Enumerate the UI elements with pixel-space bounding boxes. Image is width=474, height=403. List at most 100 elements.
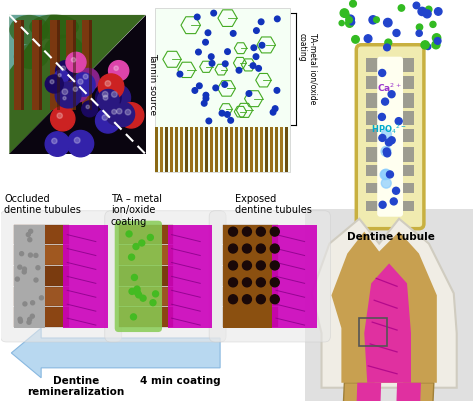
Circle shape (364, 35, 372, 42)
Circle shape (74, 137, 80, 143)
Circle shape (78, 79, 83, 84)
Bar (366, 75, 380, 89)
Text: Ca$^{2+}$: Ca$^{2+}$ (377, 81, 401, 93)
Text: HPO$_4$$^{2-}$: HPO$_4$$^{2-}$ (371, 122, 407, 136)
Circle shape (96, 108, 120, 133)
Bar (155, 8, 290, 172)
Bar (185, 127, 188, 172)
Circle shape (18, 317, 22, 321)
Circle shape (34, 253, 38, 258)
Circle shape (225, 49, 230, 54)
Circle shape (139, 240, 145, 246)
Text: TA – metal
ion/oxide
coating: TA – metal ion/oxide coating (111, 194, 162, 227)
Circle shape (130, 314, 137, 320)
Bar (175, 127, 178, 172)
Bar (118, 245, 173, 265)
Circle shape (385, 139, 392, 146)
Polygon shape (272, 225, 317, 328)
Circle shape (383, 44, 391, 51)
Circle shape (382, 98, 389, 105)
Polygon shape (356, 383, 381, 403)
Circle shape (105, 85, 130, 110)
Circle shape (256, 278, 265, 287)
Bar (223, 225, 272, 328)
Bar (210, 127, 213, 172)
Polygon shape (311, 219, 457, 388)
Circle shape (256, 227, 265, 236)
FancyBboxPatch shape (0, 211, 122, 342)
Polygon shape (63, 225, 108, 328)
Circle shape (388, 137, 395, 144)
Circle shape (51, 106, 75, 131)
Circle shape (22, 270, 26, 274)
Circle shape (380, 170, 390, 180)
Circle shape (31, 301, 35, 305)
Circle shape (50, 80, 54, 84)
Bar (225, 127, 228, 172)
Circle shape (386, 171, 393, 178)
Circle shape (383, 148, 390, 155)
Circle shape (59, 93, 73, 107)
Bar (161, 127, 164, 172)
Circle shape (379, 135, 386, 141)
Bar (245, 127, 248, 172)
Ellipse shape (29, 15, 79, 39)
Circle shape (344, 12, 349, 18)
Circle shape (349, 20, 355, 25)
Circle shape (117, 108, 122, 114)
Circle shape (413, 2, 419, 9)
Circle shape (258, 19, 264, 25)
Bar (366, 111, 380, 125)
Circle shape (133, 243, 139, 249)
Text: 4 min coating: 4 min coating (140, 376, 220, 386)
Circle shape (251, 45, 256, 50)
Circle shape (225, 112, 230, 117)
Circle shape (270, 261, 279, 270)
Circle shape (55, 70, 68, 84)
Circle shape (222, 82, 228, 87)
Bar (280, 127, 283, 172)
Bar (205, 127, 208, 172)
Ellipse shape (14, 44, 49, 69)
Circle shape (421, 41, 429, 49)
FancyBboxPatch shape (105, 211, 226, 342)
Circle shape (256, 295, 265, 304)
Circle shape (350, 0, 356, 7)
Circle shape (192, 88, 198, 93)
Circle shape (126, 231, 132, 237)
Polygon shape (341, 383, 374, 403)
Circle shape (390, 198, 397, 205)
Bar (400, 183, 414, 193)
Circle shape (432, 34, 441, 42)
Bar (270, 127, 273, 172)
FancyBboxPatch shape (377, 57, 403, 217)
Bar (230, 127, 233, 172)
Bar (165, 127, 168, 172)
Circle shape (228, 118, 234, 123)
Polygon shape (168, 225, 212, 328)
Circle shape (270, 244, 279, 253)
Circle shape (213, 85, 219, 91)
Circle shape (136, 292, 142, 298)
Circle shape (68, 81, 88, 102)
Polygon shape (9, 15, 146, 154)
FancyBboxPatch shape (356, 45, 424, 229)
Ellipse shape (9, 15, 49, 45)
Circle shape (228, 227, 237, 236)
Circle shape (381, 146, 391, 156)
Circle shape (346, 15, 355, 23)
Polygon shape (9, 15, 50, 71)
Bar (118, 287, 173, 306)
Circle shape (382, 129, 392, 139)
Circle shape (425, 44, 431, 50)
Circle shape (118, 103, 144, 128)
Circle shape (416, 30, 422, 36)
Text: Exposed
dentine tubules: Exposed dentine tubules (235, 194, 312, 216)
Bar (305, 209, 473, 401)
Circle shape (23, 302, 27, 306)
Circle shape (273, 106, 278, 111)
Circle shape (98, 74, 124, 100)
Circle shape (203, 92, 209, 98)
Ellipse shape (44, 35, 84, 64)
Circle shape (27, 233, 30, 237)
